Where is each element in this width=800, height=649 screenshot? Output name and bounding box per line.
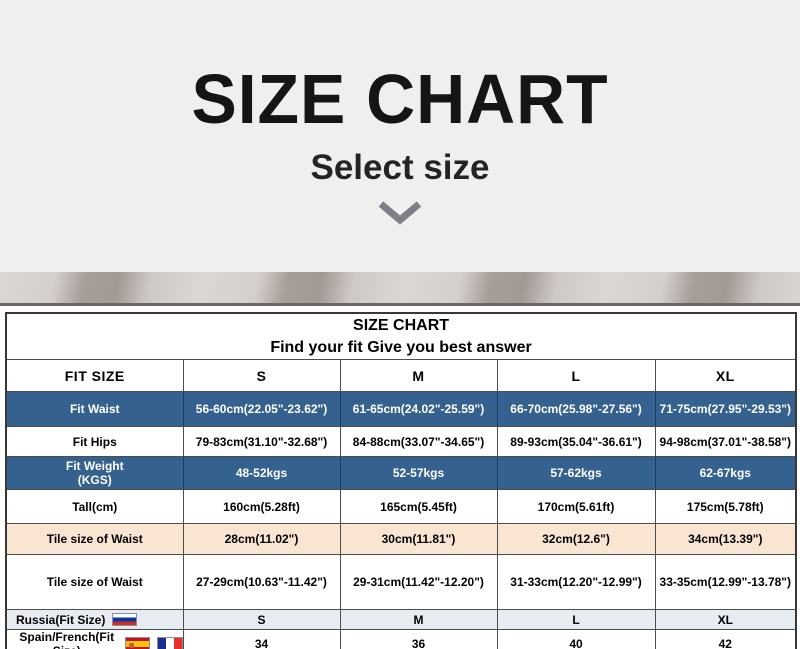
chevron-down-icon (0, 199, 800, 231)
row-label: Tile size of Waist (46, 575, 143, 589)
size-cell: 34 (182, 629, 341, 649)
size-cell: 57-62kgs (496, 456, 656, 490)
size-cell: 36 (339, 629, 498, 649)
spain-flag-icon (124, 637, 150, 649)
page-subtitle: Select size (310, 148, 490, 187)
table-row-tall: Tall(cm) 160cm(5.28ft) 165cm(5.45ft) 170cm(… (5, 489, 797, 524)
size-cell: 170cm(5.61ft) (496, 489, 656, 524)
row-label-cell: Russia(Fit Size) (5, 609, 184, 630)
size-cell: 32cm(12.6") (496, 523, 656, 555)
size-table-body: Fit Waist 56-60cm(22.05"-23.62") 61-65cm(2… (5, 391, 797, 649)
header-fit-size: FIT SIZE (5, 359, 184, 392)
table-row-russia-fit-size: Russia(Fit Size) S M L XL (5, 609, 797, 630)
table-subtitle: Find your fit Give you best answer (270, 338, 532, 356)
table-row-tile-size-of-waist-range: Tile size of Waist 27-29cm(10.63"-11.42")… (5, 554, 797, 610)
row-label: Fit Weight (KGS) (65, 459, 124, 487)
size-cell: 71-75cm(27.95"-29.53") (654, 391, 797, 427)
size-cell: S (182, 609, 341, 630)
size-chart-table: SIZE CHART Find your fit Give you best a… (5, 312, 798, 649)
size-cell: 79-83cm(31.10"-32.68") (182, 426, 341, 457)
row-sublabel: (KGS) (77, 473, 112, 487)
size-cell: 66-70cm(25.98"-27.56") (496, 391, 656, 427)
header-size-s: S (182, 359, 341, 392)
row-label: Tile size of Waist (46, 532, 143, 546)
row-label-cell: Tile size of Waist (5, 523, 184, 555)
size-cell: 61-65cm(24.02"-25.59") (339, 391, 498, 427)
france-flag-icon (156, 637, 182, 649)
page-title: SIZE CHART (191, 60, 609, 138)
header-size-m: M (339, 359, 498, 392)
size-cell: 165cm(5.45ft) (339, 489, 498, 524)
table-row-tile-size-of-waist-flat: Tile size of Waist 28cm(11.02") 30cm(11.81… (5, 523, 797, 555)
size-cell: 160cm(5.28ft) (182, 489, 341, 524)
size-cell: L (496, 609, 656, 630)
size-cell: XL (654, 609, 797, 630)
row-label: Russia(Fit Size) (16, 612, 106, 627)
row-label: Spain/French(Fit Size) (19, 630, 115, 649)
size-cell: M (339, 609, 498, 630)
size-cell: 62-67kgs (654, 456, 797, 490)
size-cell: 56-60cm(22.05"-23.62") (182, 391, 341, 427)
row-label-cell: Spain/French(Fit Size) (5, 629, 184, 649)
row-label-cell: Tile size of Waist (5, 554, 184, 610)
row-label-cell: Fit Waist (5, 391, 184, 427)
fabric-photo-strip (0, 272, 800, 306)
size-cell: 34cm(13.39") (654, 523, 797, 555)
size-cell: 31-33cm(12.20"-12.99") (496, 554, 656, 610)
hero-section: SIZE CHART Select size (0, 0, 800, 272)
row-label-cell: Fit Hips (5, 426, 184, 457)
size-cell: 84-88cm(33.07"-34.65") (339, 426, 498, 457)
row-label-cell: Tall(cm) (5, 489, 184, 524)
table-row-fit-weight: Fit Weight (KGS) 48-52kgs 52-57kgs 57-62kgs 6… (5, 456, 797, 490)
table-caption-row: SIZE CHART Find your fit Give you best a… (5, 312, 797, 360)
row-label: Fit Hips (72, 434, 117, 449)
table-caption-cell: SIZE CHART Find your fit Give you best a… (5, 312, 797, 360)
table-row-fit-waist: Fit Waist 56-60cm(22.05"-23.62") 61-65cm(2… (5, 391, 797, 427)
table-title: SIZE CHART (353, 316, 450, 334)
size-cell: 29-31cm(11.42"-12.20") (339, 554, 498, 610)
size-cell: 175cm(5.78ft) (654, 489, 797, 524)
row-label: Fit Waist (69, 402, 120, 416)
size-cell: 28cm(11.02") (182, 523, 341, 555)
header-size-xl: XL (654, 359, 797, 392)
size-cell: 40 (496, 629, 656, 649)
size-cell: 94-98cm(37.01"-38.58") (654, 426, 797, 457)
size-cell: 30cm(11.81") (339, 523, 498, 555)
size-cell: 48-52kgs (182, 456, 341, 490)
size-cell: 42 (654, 629, 797, 649)
size-cell: 52-57kgs (339, 456, 498, 490)
row-label: Tall(cm) (72, 499, 118, 514)
table-header-row: FIT SIZE S M L XL (5, 359, 797, 392)
header-size-l: L (496, 359, 656, 392)
size-cell: 27-29cm(10.63"-11.42") (182, 554, 341, 610)
row-label-cell: Fit Weight (KGS) (5, 456, 184, 490)
table-row-fit-hips: Fit Hips 79-83cm(31.10"-32.68") 84-88cm(33… (5, 426, 797, 457)
size-cell: 33-35cm(12.99"-13.78") (654, 554, 797, 610)
russia-flag-icon (112, 613, 138, 626)
size-cell: 89-93cm(35.04"-36.61") (496, 426, 656, 457)
divider (0, 306, 800, 312)
